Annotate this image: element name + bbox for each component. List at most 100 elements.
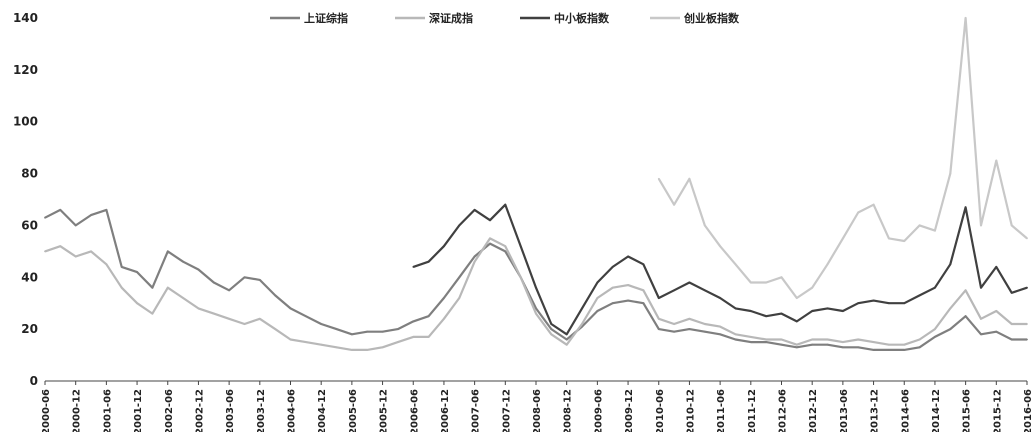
- data-point: [703, 224, 706, 227]
- data-point: [811, 343, 814, 346]
- data-point: [504, 245, 507, 248]
- data-point: [351, 349, 353, 351]
- data-point: [995, 266, 998, 268]
- data-point: [842, 341, 844, 343]
- data-point: [289, 338, 292, 341]
- data-point: [1010, 224, 1013, 227]
- data-point: [412, 266, 415, 268]
- data-point: [366, 349, 369, 351]
- data-point: [1026, 338, 1028, 341]
- x-tick-label: 2012-06: [778, 389, 789, 432]
- data-point: [274, 294, 277, 297]
- series-lines: [44, 16, 1028, 351]
- data-point: [734, 263, 737, 266]
- data-point: [719, 333, 721, 336]
- data-point: [780, 276, 783, 279]
- data-point: [581, 323, 583, 325]
- data-point: [995, 330, 998, 333]
- x-tick-label: 2000-12: [72, 389, 83, 432]
- data-point: [489, 242, 491, 245]
- data-point: [642, 263, 645, 266]
- legend-label: 中小板指数: [554, 11, 610, 25]
- data-point: [673, 330, 675, 333]
- series-2: [44, 237, 1028, 351]
- data-point: [320, 343, 323, 346]
- x-tick-label: 2014-12: [931, 389, 942, 432]
- x-tick-labels: 2000-06 2000-12 2001-06 2001-12 2002-06 2002-…: [41, 381, 1031, 435]
- data-point: [136, 302, 139, 305]
- data-point: [842, 310, 844, 312]
- data-point: [780, 338, 783, 341]
- legend-label: 上证综指: [304, 11, 348, 25]
- data-point: [59, 209, 62, 211]
- data-point: [519, 276, 522, 279]
- data-point: [565, 338, 568, 341]
- x-tick-label: 2012-12: [808, 389, 819, 432]
- data-point: [274, 328, 277, 330]
- legend-item: 上证综指: [270, 11, 348, 25]
- data-point: [120, 266, 123, 268]
- y-tick-label: 20: [21, 322, 38, 336]
- x-tick-label: 2009-12: [624, 389, 635, 432]
- data-point: [212, 312, 215, 315]
- x-tick-label: 2007-06: [471, 389, 482, 432]
- x-tick-label: 2005-12: [379, 389, 390, 432]
- y-tick-label: 80: [21, 167, 38, 181]
- data-point: [182, 297, 185, 299]
- data-point: [443, 317, 445, 320]
- data-point: [657, 328, 660, 330]
- legend: 上证综指 深证成指 中小板指数 创业板指数: [270, 11, 740, 25]
- data-point: [949, 307, 952, 310]
- x-tick-label: 2001-06: [102, 389, 113, 432]
- data-point: [826, 307, 829, 310]
- data-point: [734, 333, 737, 336]
- data-point: [565, 343, 568, 346]
- x-tick-label: 2006-06: [409, 389, 420, 432]
- data-point: [964, 289, 967, 292]
- data-point: [980, 286, 982, 289]
- data-point: [519, 245, 522, 248]
- data-point: [611, 302, 614, 305]
- data-point: [642, 289, 645, 292]
- data-point: [688, 317, 691, 320]
- data-point: [995, 310, 998, 312]
- data-point: [842, 237, 844, 240]
- data-point: [964, 315, 967, 318]
- data-point: [673, 203, 675, 206]
- data-point: [918, 224, 921, 227]
- x-tick-label: 2003-12: [256, 389, 267, 432]
- data-point: [657, 317, 660, 320]
- data-point: [949, 172, 952, 175]
- x-tick-label: 2005-06: [348, 389, 359, 432]
- x-tick-label: 2013-06: [839, 389, 850, 432]
- data-point: [688, 328, 691, 330]
- y-tick-label: 0: [30, 374, 38, 388]
- data-point: [857, 211, 860, 214]
- data-point: [673, 323, 675, 325]
- data-point: [872, 341, 875, 343]
- data-point: [473, 260, 476, 263]
- series-line: [412, 203, 1028, 336]
- legend-label: 深证成指: [429, 11, 473, 25]
- data-point: [550, 333, 553, 336]
- series-4: [657, 16, 1028, 300]
- data-point: [627, 255, 629, 258]
- data-point: [903, 302, 906, 305]
- data-point: [749, 336, 752, 338]
- data-point: [888, 302, 890, 305]
- data-point: [811, 310, 814, 312]
- x-tick-label: 2013-12: [870, 389, 881, 432]
- series-line: [44, 237, 1027, 351]
- data-point: [151, 286, 154, 289]
- data-point: [780, 343, 783, 346]
- legend-label: 创业板指数: [683, 11, 740, 25]
- x-tick-label: 2014-06: [900, 389, 911, 432]
- data-point: [197, 268, 200, 271]
- data-point: [765, 281, 768, 284]
- data-point: [918, 346, 921, 349]
- legend-item: 深证成指: [395, 11, 473, 25]
- data-point: [872, 349, 875, 351]
- data-point: [136, 271, 139, 273]
- data-point: [980, 224, 982, 227]
- data-point: [627, 284, 629, 286]
